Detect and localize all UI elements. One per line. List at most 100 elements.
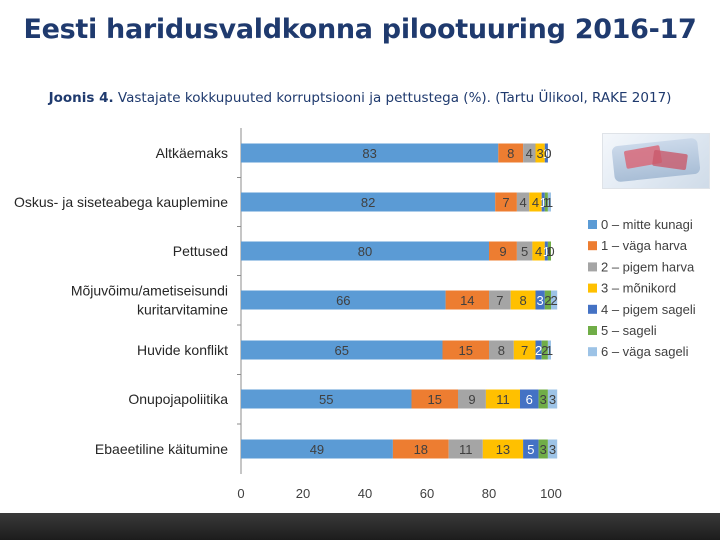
bar-segment-2-pigem-harva bbox=[489, 340, 514, 360]
bar-segment-5-sageli bbox=[538, 389, 548, 409]
data-label: 4 bbox=[532, 195, 539, 210]
data-label: 2 bbox=[535, 343, 542, 358]
bar-segment-0-mitte-kunagi bbox=[241, 143, 499, 163]
bar-segment-1-vaga-harva bbox=[392, 439, 449, 459]
data-label: 55 bbox=[319, 392, 333, 407]
bar-segment-2-pigem-harva bbox=[516, 241, 533, 261]
legend-swatch-3-monikord bbox=[588, 283, 597, 293]
bar-segment-2-pigem-harva bbox=[516, 192, 530, 212]
legend-swatch-1-vaga-harva bbox=[588, 241, 597, 251]
data-label: 15 bbox=[459, 343, 473, 358]
legend-label: 1 – väga harva bbox=[601, 238, 688, 253]
bar-segment-0-mitte-kunagi bbox=[241, 439, 393, 459]
category-label: kuritarvitamine bbox=[137, 302, 228, 318]
legend-label: 0 – mitte kunagi bbox=[601, 217, 693, 232]
x-tick-label: 20 bbox=[296, 486, 310, 501]
legend-swatch-2-pigem-harva bbox=[588, 262, 597, 272]
data-label: 65 bbox=[335, 343, 349, 358]
data-label: 1 bbox=[546, 244, 553, 259]
bar-segment-0-mitte-kunagi bbox=[241, 241, 489, 261]
data-label: 14 bbox=[460, 293, 474, 308]
envelope-money-photo bbox=[602, 133, 710, 189]
data-label: 66 bbox=[336, 293, 350, 308]
category-label: Huvide konflikt bbox=[137, 342, 228, 358]
data-label: 1 bbox=[543, 195, 550, 210]
bar-segment-6-vaga-sageli bbox=[547, 340, 551, 360]
legend-swatch-0-mitte-kunagi bbox=[588, 220, 597, 229]
bar-segment-6-vaga-sageli bbox=[547, 389, 558, 409]
x-tick-label: 100 bbox=[540, 486, 562, 501]
figure-caption-label: Joonis 4. bbox=[48, 90, 114, 106]
bar-segment-5-sageli bbox=[544, 290, 551, 310]
bar-segment-5-sageli bbox=[547, 241, 551, 261]
data-label: 8 bbox=[519, 293, 526, 308]
data-label: 7 bbox=[521, 343, 528, 358]
bar-segment-3-monikord bbox=[535, 143, 545, 163]
bar-segment-1-vaga-harva bbox=[495, 192, 517, 212]
bar-segment-0-mitte-kunagi bbox=[241, 389, 412, 409]
category-label: Ebaeetiline käitumine bbox=[95, 441, 228, 457]
bar-segment-2-pigem-harva bbox=[458, 389, 486, 409]
bar-segment-3-monikord bbox=[510, 290, 536, 310]
data-label: 5 bbox=[521, 244, 528, 259]
data-label: 2 bbox=[550, 293, 557, 308]
bar-segment-1-vaga-harva bbox=[411, 389, 458, 409]
bar-segment-4-pigem-sageli bbox=[535, 290, 545, 310]
bar-segment-2-pigem-harva bbox=[448, 439, 483, 459]
bar-segment-3-monikord bbox=[482, 439, 524, 459]
data-label: 3 bbox=[549, 442, 556, 457]
data-label: 3 bbox=[537, 146, 544, 161]
legend-swatch-5-sageli bbox=[588, 326, 597, 335]
figure-caption-text: Vastajate kokkupuuted korruptsiooni ja p… bbox=[113, 90, 672, 106]
data-label: 7 bbox=[502, 195, 509, 210]
bar-segment-0-mitte-kunagi bbox=[241, 192, 496, 212]
bar-segment-4-pigem-sageli bbox=[535, 340, 542, 360]
bar-segment-4-pigem-sageli bbox=[523, 439, 539, 459]
bar-segment-4-pigem-sageli bbox=[541, 192, 545, 212]
bar-segment-1-vaga-harva bbox=[489, 241, 517, 261]
bar-segment-1-vaga-harva bbox=[442, 340, 489, 360]
data-label: 11 bbox=[496, 392, 510, 407]
data-label: 0 bbox=[547, 244, 554, 259]
data-label: 1 bbox=[543, 244, 550, 259]
bar-segment-3-monikord bbox=[529, 192, 542, 212]
data-label: 1 bbox=[546, 195, 553, 210]
figure-caption: Joonis 4. Vastajate kokkupuuted korrupts… bbox=[0, 90, 720, 106]
bar-segment-6-vaga-sageli bbox=[547, 439, 558, 459]
data-label: 7 bbox=[496, 293, 503, 308]
data-label: 9 bbox=[499, 244, 506, 259]
bar-segment-0-mitte-kunagi bbox=[241, 290, 446, 310]
legend-label: 3 – mõnikord bbox=[601, 281, 676, 296]
legend-swatch-4-pigem-sageli bbox=[588, 304, 597, 314]
data-label: 1 bbox=[540, 195, 547, 210]
data-label: 3 bbox=[537, 293, 544, 308]
legend-label: 5 – sageli bbox=[601, 323, 657, 338]
data-label: 18 bbox=[414, 442, 428, 457]
data-label: 4 bbox=[519, 195, 526, 210]
data-label: 82 bbox=[361, 195, 375, 210]
category-label: Oskus- ja siseteabega kauplemine bbox=[14, 194, 228, 210]
data-label: 3 bbox=[540, 442, 547, 457]
data-label: 3 bbox=[549, 392, 556, 407]
legend-swatch-6-vaga-sageli bbox=[588, 347, 597, 357]
x-tick-label: 60 bbox=[420, 486, 434, 501]
x-tick-label: 80 bbox=[482, 486, 496, 501]
category-label: Mõjuvõimu/ametiseisundi bbox=[71, 283, 228, 299]
category-label: Onupojapoliitika bbox=[128, 391, 228, 407]
data-label: 4 bbox=[526, 146, 533, 161]
data-label: 2 bbox=[544, 293, 551, 308]
data-label: 0 bbox=[544, 146, 551, 161]
category-label: Altkäemaks bbox=[156, 145, 228, 161]
legend-label: 4 – pigem sageli bbox=[601, 302, 696, 317]
data-label: 83 bbox=[362, 146, 376, 161]
bar-segment-2-pigem-harva bbox=[489, 290, 511, 310]
slide-title: Eesti haridusvaldkonna pilootuuring 2016… bbox=[23, 14, 697, 45]
bar-segment-4-pigem-sageli bbox=[544, 143, 548, 163]
bar-segment-6-vaga-sageli bbox=[551, 290, 558, 310]
data-label: 13 bbox=[496, 442, 510, 457]
data-label: 1 bbox=[546, 343, 553, 358]
data-label: 15 bbox=[428, 392, 442, 407]
bar-segment-5-sageli bbox=[544, 192, 548, 212]
data-label: 2 bbox=[541, 343, 548, 358]
